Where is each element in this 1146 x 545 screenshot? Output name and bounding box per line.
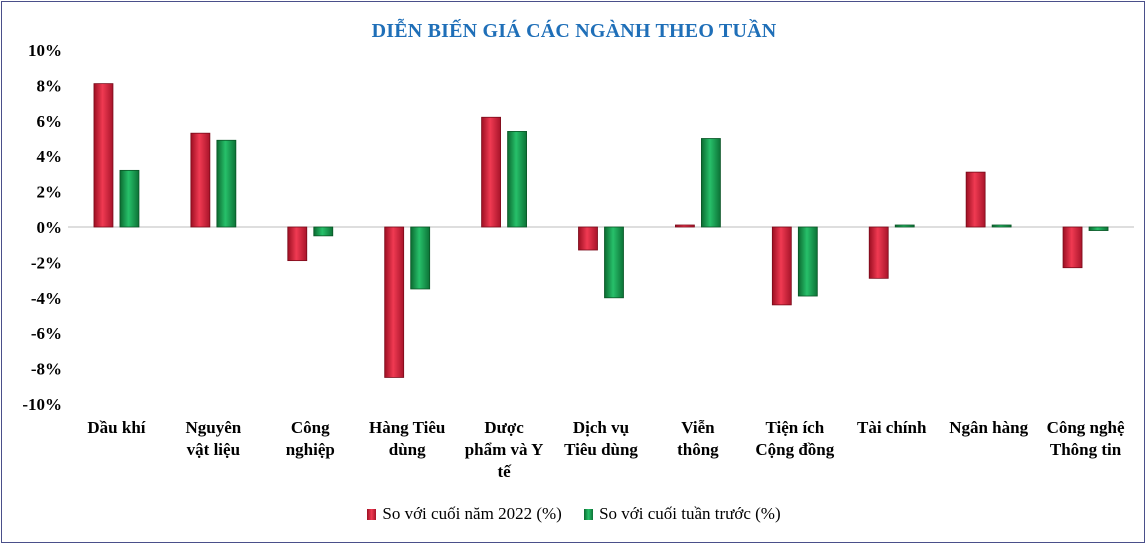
y-tick-label: -10% — [22, 395, 62, 414]
bar-series-1-cat-10 — [965, 171, 986, 228]
x-category-label: Nguyên vật liệu — [185, 418, 241, 459]
bar-series-1-cat-6 — [578, 226, 598, 251]
y-tick-label: 6% — [37, 112, 63, 131]
bar-series-1-cat-4 — [384, 226, 405, 378]
y-tick-label: -4% — [31, 289, 62, 308]
bar-series-1-cat-3 — [287, 226, 308, 262]
chart-title: DIỄN BIẾN GIÁ CÁC NGÀNH THEO TUẦN — [371, 20, 777, 42]
legend-label-series-2: So với cuối tuần trước (%) — [599, 504, 781, 523]
bar-series-1-cat-1 — [93, 83, 114, 228]
bar-series-1-cat-2 — [190, 132, 211, 228]
bar-series-2-cat-2 — [216, 139, 237, 228]
x-category-label: Dầu khí — [87, 418, 145, 437]
x-category-label: Hàng Tiêu dùng — [369, 418, 445, 459]
x-category-label: Dịch vụ Tiêu dùng — [564, 418, 638, 459]
bar-series-2-cat-6 — [604, 226, 624, 299]
legend-label-series-1: So với cuối năm 2022 (%) — [382, 504, 562, 523]
y-tick-label: 8% — [37, 76, 63, 95]
y-tick-label: 4% — [37, 147, 63, 166]
y-tick-label: -8% — [31, 360, 62, 379]
bar-series-2-cat-11 — [1088, 226, 1109, 231]
y-tick-label: -2% — [31, 253, 62, 272]
y-tick-label: 10% — [28, 41, 62, 60]
x-category-label: Ngân hàng — [949, 418, 1028, 437]
legend-swatch-series-1 — [367, 508, 377, 520]
bar-series-1-cat-8 — [771, 226, 792, 306]
bar-series-2-cat-4 — [410, 226, 431, 290]
bar-series-2-cat-5 — [507, 131, 527, 228]
chart-plot: 10% 8% 6% 4% 2% 0% -2% -4% -6% -8% -10% Dầu khí Ngu… — [22, 41, 1134, 481]
y-tick-label: -6% — [31, 324, 62, 343]
bar-series-1-cat-7 — [675, 224, 695, 228]
bar-series-2-cat-1 — [119, 169, 140, 228]
bar-series-2-cat-9 — [894, 224, 915, 228]
x-category-label: Viễn thông — [677, 418, 719, 459]
bar-series-2-cat-10 — [991, 224, 1012, 228]
x-category-label: Công nghệ Thông tin — [1047, 418, 1125, 459]
x-category-label: Tài chính — [857, 418, 927, 437]
legend-swatch-series-2 — [584, 508, 594, 520]
bar-series-1-cat-5 — [481, 116, 501, 228]
bar-series-2-cat-3 — [313, 226, 334, 237]
legend: So với cuối năm 2022 (%) So với cuối tuầ… — [2, 504, 1146, 525]
legend-item-series-1: So với cuối năm 2022 (%) — [367, 504, 562, 524]
bar-series-2-cat-7 — [701, 138, 721, 228]
bar-series-1-cat-9 — [868, 226, 889, 279]
y-tick-label: 0% — [37, 218, 63, 237]
bar-series-2-cat-8 — [797, 226, 818, 297]
x-category-label: Tiện ích Cộng đồng — [755, 418, 834, 459]
bar-series-1-cat-11 — [1062, 226, 1083, 269]
legend-item-series-2: So với cuối tuần trước (%) — [584, 504, 781, 524]
x-category-label: Công nghiệp — [286, 418, 335, 459]
y-tick-label: 2% — [37, 183, 63, 202]
